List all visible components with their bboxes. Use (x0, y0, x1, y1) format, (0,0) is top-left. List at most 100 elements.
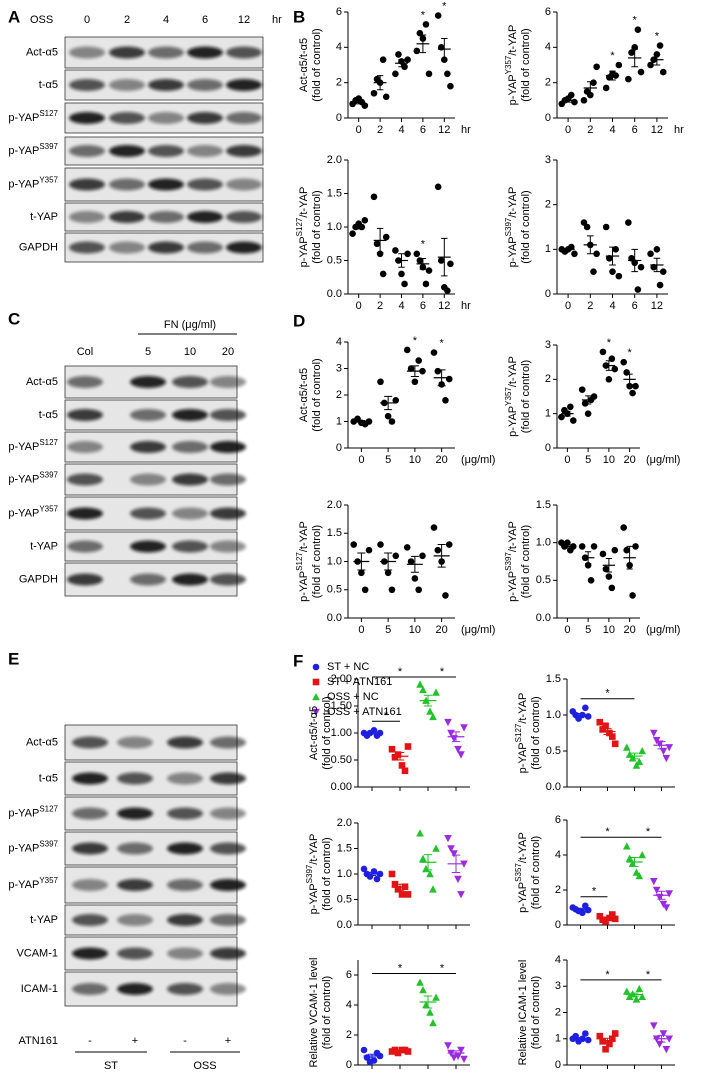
data-point (599, 726, 606, 733)
superscript: Y357 (504, 387, 513, 406)
blot-band (130, 409, 166, 421)
x-tick-label: 0 (565, 300, 571, 312)
blot-band (117, 772, 153, 785)
text-part: /t-YAP (507, 25, 519, 56)
blot-band (226, 46, 262, 59)
error-bar (564, 410, 571, 417)
y-tick-label: 2 (545, 77, 551, 89)
y-axis-label: (fold of control) (311, 525, 323, 598)
lane-label: 20 (222, 346, 234, 358)
x-tick-label: 0 (356, 124, 362, 136)
superscript: Y357 (39, 175, 58, 184)
error-bar (585, 551, 592, 565)
blot-band (210, 409, 246, 421)
significance-star: * (607, 337, 612, 349)
lane-unit: hr (272, 14, 282, 26)
blot-band (167, 983, 203, 995)
superscript: S127 (295, 217, 304, 236)
y-tick-label: 1.00 (331, 727, 352, 739)
legend-label: OSS + ATN161 (327, 706, 402, 718)
text-part: /t-YAP (517, 693, 529, 724)
error-bar (609, 70, 616, 81)
panel-letter: B (293, 7, 305, 26)
significance-star: * (440, 666, 445, 678)
data-point (615, 61, 623, 69)
error-bar (631, 248, 639, 273)
y-axis-label: (fold of control) (530, 696, 542, 769)
data-point (419, 685, 427, 694)
data-point (637, 68, 645, 76)
y-tick-label: 1.0 (327, 555, 342, 567)
significance-star: * (384, 710, 389, 722)
data-point (659, 747, 668, 755)
data-point (584, 1036, 592, 1044)
y-axis-label: p-YAPS127/t-YAP (295, 521, 310, 602)
blot-row-label: t-YAP (30, 211, 58, 223)
blot-band (67, 540, 103, 553)
error-bar (441, 237, 448, 277)
data-point (596, 718, 604, 726)
x-tick-label: 2 (377, 124, 383, 136)
data-point (394, 751, 402, 758)
data-point (649, 729, 658, 737)
error-bar (395, 883, 405, 891)
blot-band (167, 736, 203, 749)
data-point (623, 369, 630, 376)
y-tick-label: 2 (346, 1029, 352, 1041)
data-point (426, 870, 434, 878)
data-point (579, 909, 586, 917)
x-tick-label: 2 (377, 300, 383, 312)
text-part: p-YAP (298, 236, 310, 267)
blot-header: FN (μg/ml) (164, 319, 216, 331)
y-axis-label: p-YAPS127/t-YAP (514, 693, 529, 774)
x-tick-label: 6 (632, 124, 638, 136)
blot-band (109, 211, 145, 223)
y-tick-label: 0 (555, 1059, 561, 1071)
blot-band (117, 983, 153, 995)
blot-band (148, 112, 184, 124)
y-tick-label: 0 (336, 442, 342, 454)
x-tick-label: 4 (398, 300, 404, 312)
superscript: S397 (39, 470, 58, 479)
y-axis-label: (fold of control) (530, 836, 542, 909)
data-point (430, 524, 438, 531)
significance-star: * (633, 15, 638, 27)
blot-band (172, 573, 208, 586)
data-point (596, 1032, 604, 1040)
y-tick-label: 3 (545, 154, 551, 166)
y-tick-label: 1 (545, 408, 551, 420)
data-point (584, 713, 592, 720)
text-part: p-YAP (8, 178, 39, 190)
data-point (382, 233, 390, 241)
blot-band (148, 241, 184, 254)
data-point (457, 751, 465, 759)
data-point (425, 70, 433, 78)
text-part: p-YAP (8, 145, 39, 157)
data-point (662, 754, 671, 763)
data-point (581, 400, 589, 407)
error-bar (419, 34, 427, 54)
blot-band (72, 807, 108, 820)
blot-band (226, 241, 262, 254)
blot-band (109, 79, 145, 91)
x-tick-label: 0 (564, 454, 570, 466)
x-tick-label: 20 (624, 454, 636, 466)
data-point (647, 250, 654, 258)
text-part: /t-YAP (517, 832, 529, 863)
error-bar (605, 557, 612, 573)
group-label: OSS (193, 1060, 216, 1072)
data-point (659, 68, 667, 76)
legend-marker (312, 678, 320, 686)
data-point (580, 97, 588, 104)
y-tick-label: 3 (336, 362, 342, 374)
data-point (429, 1019, 437, 1027)
blot-row-label: VCAM-1 (16, 947, 58, 959)
blot-band (67, 441, 103, 453)
blot-row-label: Act-α5 (26, 46, 58, 58)
data-point (444, 70, 451, 78)
significance-star: * (646, 826, 651, 838)
y-tick-label: 1.5 (536, 499, 551, 511)
data-point (401, 767, 409, 775)
y-tick-label: 6 (555, 814, 561, 826)
data-point (596, 912, 604, 920)
